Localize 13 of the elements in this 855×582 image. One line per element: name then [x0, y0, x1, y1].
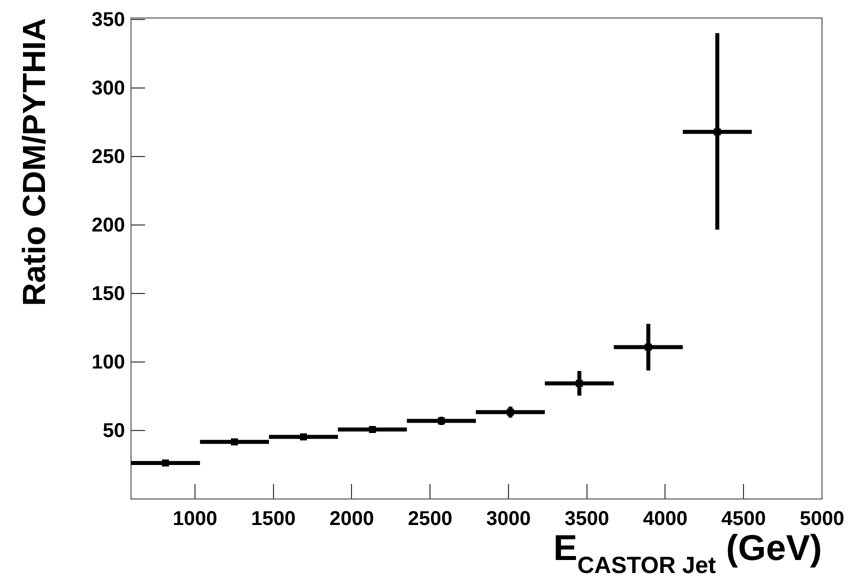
y-tick-label: 50	[102, 420, 125, 442]
x-tick-label: 1500	[251, 508, 296, 530]
y-tick-label: 200	[92, 214, 125, 236]
y-tick-label: 250	[92, 146, 125, 168]
x-tick-label: 3000	[486, 508, 531, 530]
x-tick-label: 1000	[172, 508, 218, 530]
y-tick-label: 100	[92, 351, 125, 374]
x-tick-label: 2000	[329, 508, 374, 530]
y-tick-label: 300	[92, 77, 125, 100]
y-tick-label: 350	[92, 8, 125, 31]
x-tick-label: 2500	[408, 508, 452, 530]
y-axis-title: Ratio CDM/PYTHIA	[16, 18, 52, 306]
y-tick-label: 150	[92, 282, 125, 305]
